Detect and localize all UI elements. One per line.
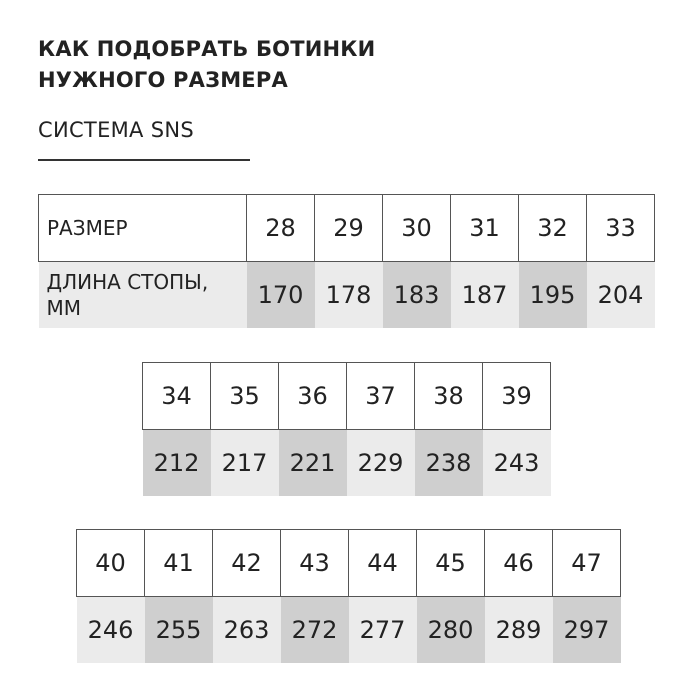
length-cell: 204 (586, 261, 655, 328)
length-cell: 243 (482, 429, 551, 496)
length-cell: 221 (278, 429, 347, 496)
size-cell: 35 (210, 362, 279, 430)
size-cell: 34 (142, 362, 211, 430)
subtitle: СИСТЕМА SNS (38, 118, 194, 142)
size-row: 34 35 36 37 38 39 (142, 362, 551, 430)
size-cell: 42 (212, 529, 281, 597)
size-cell: 41 (144, 529, 213, 597)
size-cell: 37 (346, 362, 415, 430)
length-row: 246 255 263 272 277 280 289 297 (76, 596, 621, 663)
length-cell: 178 (314, 261, 383, 328)
length-cell: 187 (450, 261, 519, 328)
length-row: 212 217 221 229 238 243 (142, 429, 551, 496)
length-cell: 170 (246, 261, 315, 328)
size-cell: 39 (482, 362, 551, 430)
title-line-2: НУЖНОГО РАЗМЕРА (38, 68, 288, 92)
length-cell: 195 (518, 261, 587, 328)
length-label: ДЛИНА СТОПЫ, ММ (38, 261, 247, 328)
title-line-1: КАК ПОДОБРАТЬ БОТИНКИ (38, 37, 376, 61)
size-cell: 32 (518, 194, 587, 262)
size-cell: 38 (414, 362, 483, 430)
size-cell: 43 (280, 529, 349, 597)
length-cell: 217 (210, 429, 279, 496)
length-cell: 289 (484, 596, 553, 663)
size-label: РАЗМЕР (38, 194, 247, 262)
size-cell: 29 (314, 194, 383, 262)
size-table-2: 34 35 36 37 38 39 212 217 221 229 238 243 (142, 362, 551, 496)
length-cell: 212 (142, 429, 211, 496)
length-cell: 272 (280, 596, 349, 663)
length-cell: 183 (382, 261, 451, 328)
size-cell: 46 (484, 529, 553, 597)
length-cell: 263 (212, 596, 281, 663)
length-cell: 246 (76, 596, 145, 663)
size-cell: 28 (246, 194, 315, 262)
length-row: ДЛИНА СТОПЫ, ММ 170 178 183 187 195 204 (38, 261, 655, 328)
size-cell: 36 (278, 362, 347, 430)
divider (38, 159, 250, 161)
size-cell: 31 (450, 194, 519, 262)
size-cell: 40 (76, 529, 145, 597)
length-cell: 297 (552, 596, 621, 663)
length-cell: 277 (348, 596, 417, 663)
length-cell: 280 (416, 596, 485, 663)
length-cell: 229 (346, 429, 415, 496)
length-cell: 255 (144, 596, 213, 663)
size-cell: 44 (348, 529, 417, 597)
size-cell: 45 (416, 529, 485, 597)
size-table-1: РАЗМЕР 28 29 30 31 32 33 ДЛИНА СТОПЫ, ММ 170 178 1… (38, 194, 655, 328)
length-cell: 238 (414, 429, 483, 496)
size-cell: 33 (586, 194, 655, 262)
size-cell: 47 (552, 529, 621, 597)
size-cell: 30 (382, 194, 451, 262)
size-table-3: 40 41 42 43 44 45 46 47 246 255 263 272 277 280 289 297 (76, 529, 621, 663)
size-row: РАЗМЕР 28 29 30 31 32 33 (38, 194, 655, 262)
page-title: КАК ПОДОБРАТЬ БОТИНКИ НУЖНОГО РАЗМЕРА (38, 34, 375, 96)
size-row: 40 41 42 43 44 45 46 47 (76, 529, 621, 597)
